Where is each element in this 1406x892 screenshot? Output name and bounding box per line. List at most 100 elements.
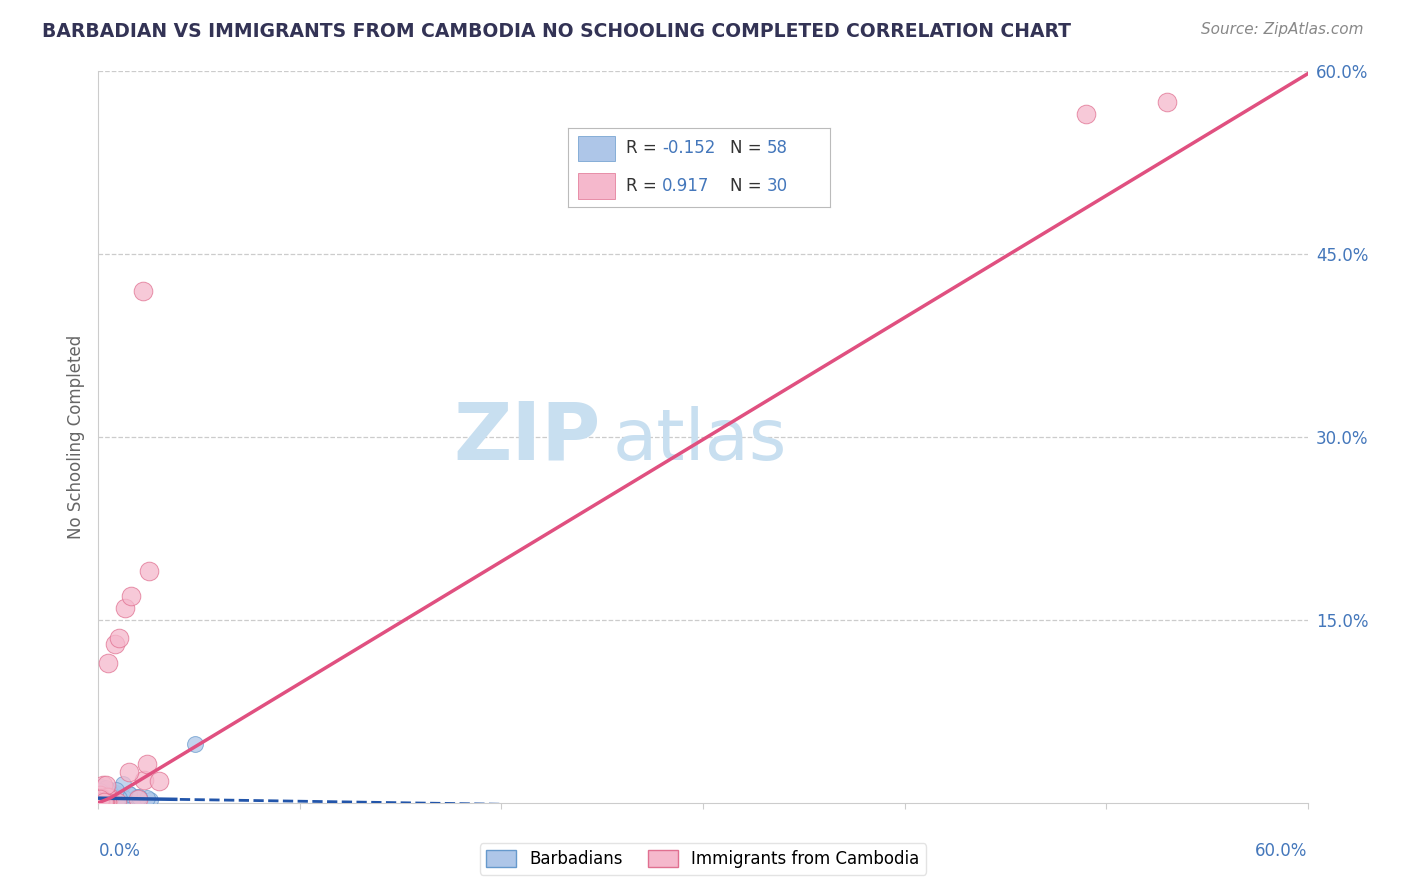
Point <box>136 756 159 771</box>
Point <box>104 786 127 800</box>
Point <box>97 785 120 799</box>
Point <box>91 791 114 805</box>
Point <box>100 787 122 801</box>
Text: N =: N = <box>730 139 768 157</box>
Point <box>118 787 141 801</box>
Point <box>91 789 114 803</box>
Point <box>132 772 155 787</box>
Point <box>93 795 115 809</box>
Point <box>89 792 111 806</box>
Point <box>94 795 117 809</box>
Point <box>127 792 149 806</box>
Point <box>87 790 110 805</box>
Point <box>90 792 112 806</box>
Point <box>96 790 118 805</box>
Point <box>101 785 124 799</box>
Point <box>97 656 120 670</box>
Point <box>87 789 110 804</box>
Point <box>148 774 170 789</box>
Point <box>91 781 114 796</box>
Point <box>89 790 111 805</box>
Y-axis label: No Schooling Completed: No Schooling Completed <box>66 335 84 539</box>
Text: R =: R = <box>626 139 662 157</box>
Text: BARBADIAN VS IMMIGRANTS FROM CAMBODIA NO SCHOOLING COMPLETED CORRELATION CHART: BARBADIAN VS IMMIGRANTS FROM CAMBODIA NO… <box>42 22 1071 41</box>
Point <box>91 795 114 809</box>
Point <box>94 792 117 806</box>
Point <box>105 792 128 806</box>
Point <box>96 792 118 806</box>
Point <box>91 790 114 805</box>
Point <box>112 777 135 791</box>
Text: -0.152: -0.152 <box>662 139 716 157</box>
Text: 0.0%: 0.0% <box>98 842 141 860</box>
Point <box>90 786 112 800</box>
Text: 60.0%: 60.0% <box>1256 842 1308 860</box>
Point <box>89 790 111 805</box>
Point <box>128 790 150 805</box>
Point <box>91 791 114 805</box>
Text: ZIP: ZIP <box>453 398 600 476</box>
Point <box>105 795 128 809</box>
Text: 0.917: 0.917 <box>662 178 710 195</box>
Text: Source: ZipAtlas.com: Source: ZipAtlas.com <box>1201 22 1364 37</box>
Point <box>87 792 110 806</box>
Point <box>96 792 118 806</box>
Text: 58: 58 <box>766 139 787 157</box>
Bar <box>578 136 614 161</box>
Point <box>105 783 128 797</box>
Point <box>118 764 141 779</box>
Point <box>127 790 149 805</box>
Point <box>90 792 112 806</box>
Point <box>90 780 112 795</box>
Point <box>132 284 155 298</box>
Point <box>138 793 160 807</box>
Point <box>97 789 120 804</box>
Point <box>98 789 121 804</box>
Point <box>135 790 157 805</box>
Point <box>94 791 117 805</box>
Point <box>103 637 125 651</box>
Point <box>112 791 135 805</box>
Point <box>90 790 112 805</box>
Point <box>90 792 112 806</box>
Point <box>97 790 120 805</box>
Point <box>100 789 122 803</box>
Point <box>96 780 118 795</box>
Point <box>93 795 115 809</box>
Point <box>96 795 118 809</box>
Point <box>1156 95 1178 109</box>
Point <box>1074 107 1097 121</box>
Point <box>89 791 111 805</box>
Point <box>184 737 207 751</box>
Point <box>96 789 118 804</box>
Point <box>107 790 129 805</box>
Point <box>91 781 114 796</box>
Point <box>87 789 110 804</box>
Legend: Barbadians, Immigrants from Cambodia: Barbadians, Immigrants from Cambodia <box>479 843 927 875</box>
Point <box>91 778 114 792</box>
Point <box>94 787 117 801</box>
Point <box>118 787 141 801</box>
Point <box>89 795 111 809</box>
Bar <box>578 173 614 199</box>
Point <box>98 783 121 797</box>
Point <box>93 788 115 802</box>
Text: N =: N = <box>730 178 768 195</box>
Point <box>91 785 114 799</box>
Point <box>94 778 117 792</box>
Point <box>89 784 111 798</box>
Point <box>90 792 112 806</box>
Text: 30: 30 <box>766 178 787 195</box>
Point <box>114 600 136 615</box>
Text: R =: R = <box>626 178 662 195</box>
Point <box>112 789 135 804</box>
Point <box>98 789 121 804</box>
Point <box>89 789 111 804</box>
Point <box>128 791 150 805</box>
Point <box>96 782 118 797</box>
Point <box>89 788 111 802</box>
Point <box>90 789 112 803</box>
Point <box>107 632 129 646</box>
Point <box>138 564 160 578</box>
Text: atlas: atlas <box>613 406 787 475</box>
